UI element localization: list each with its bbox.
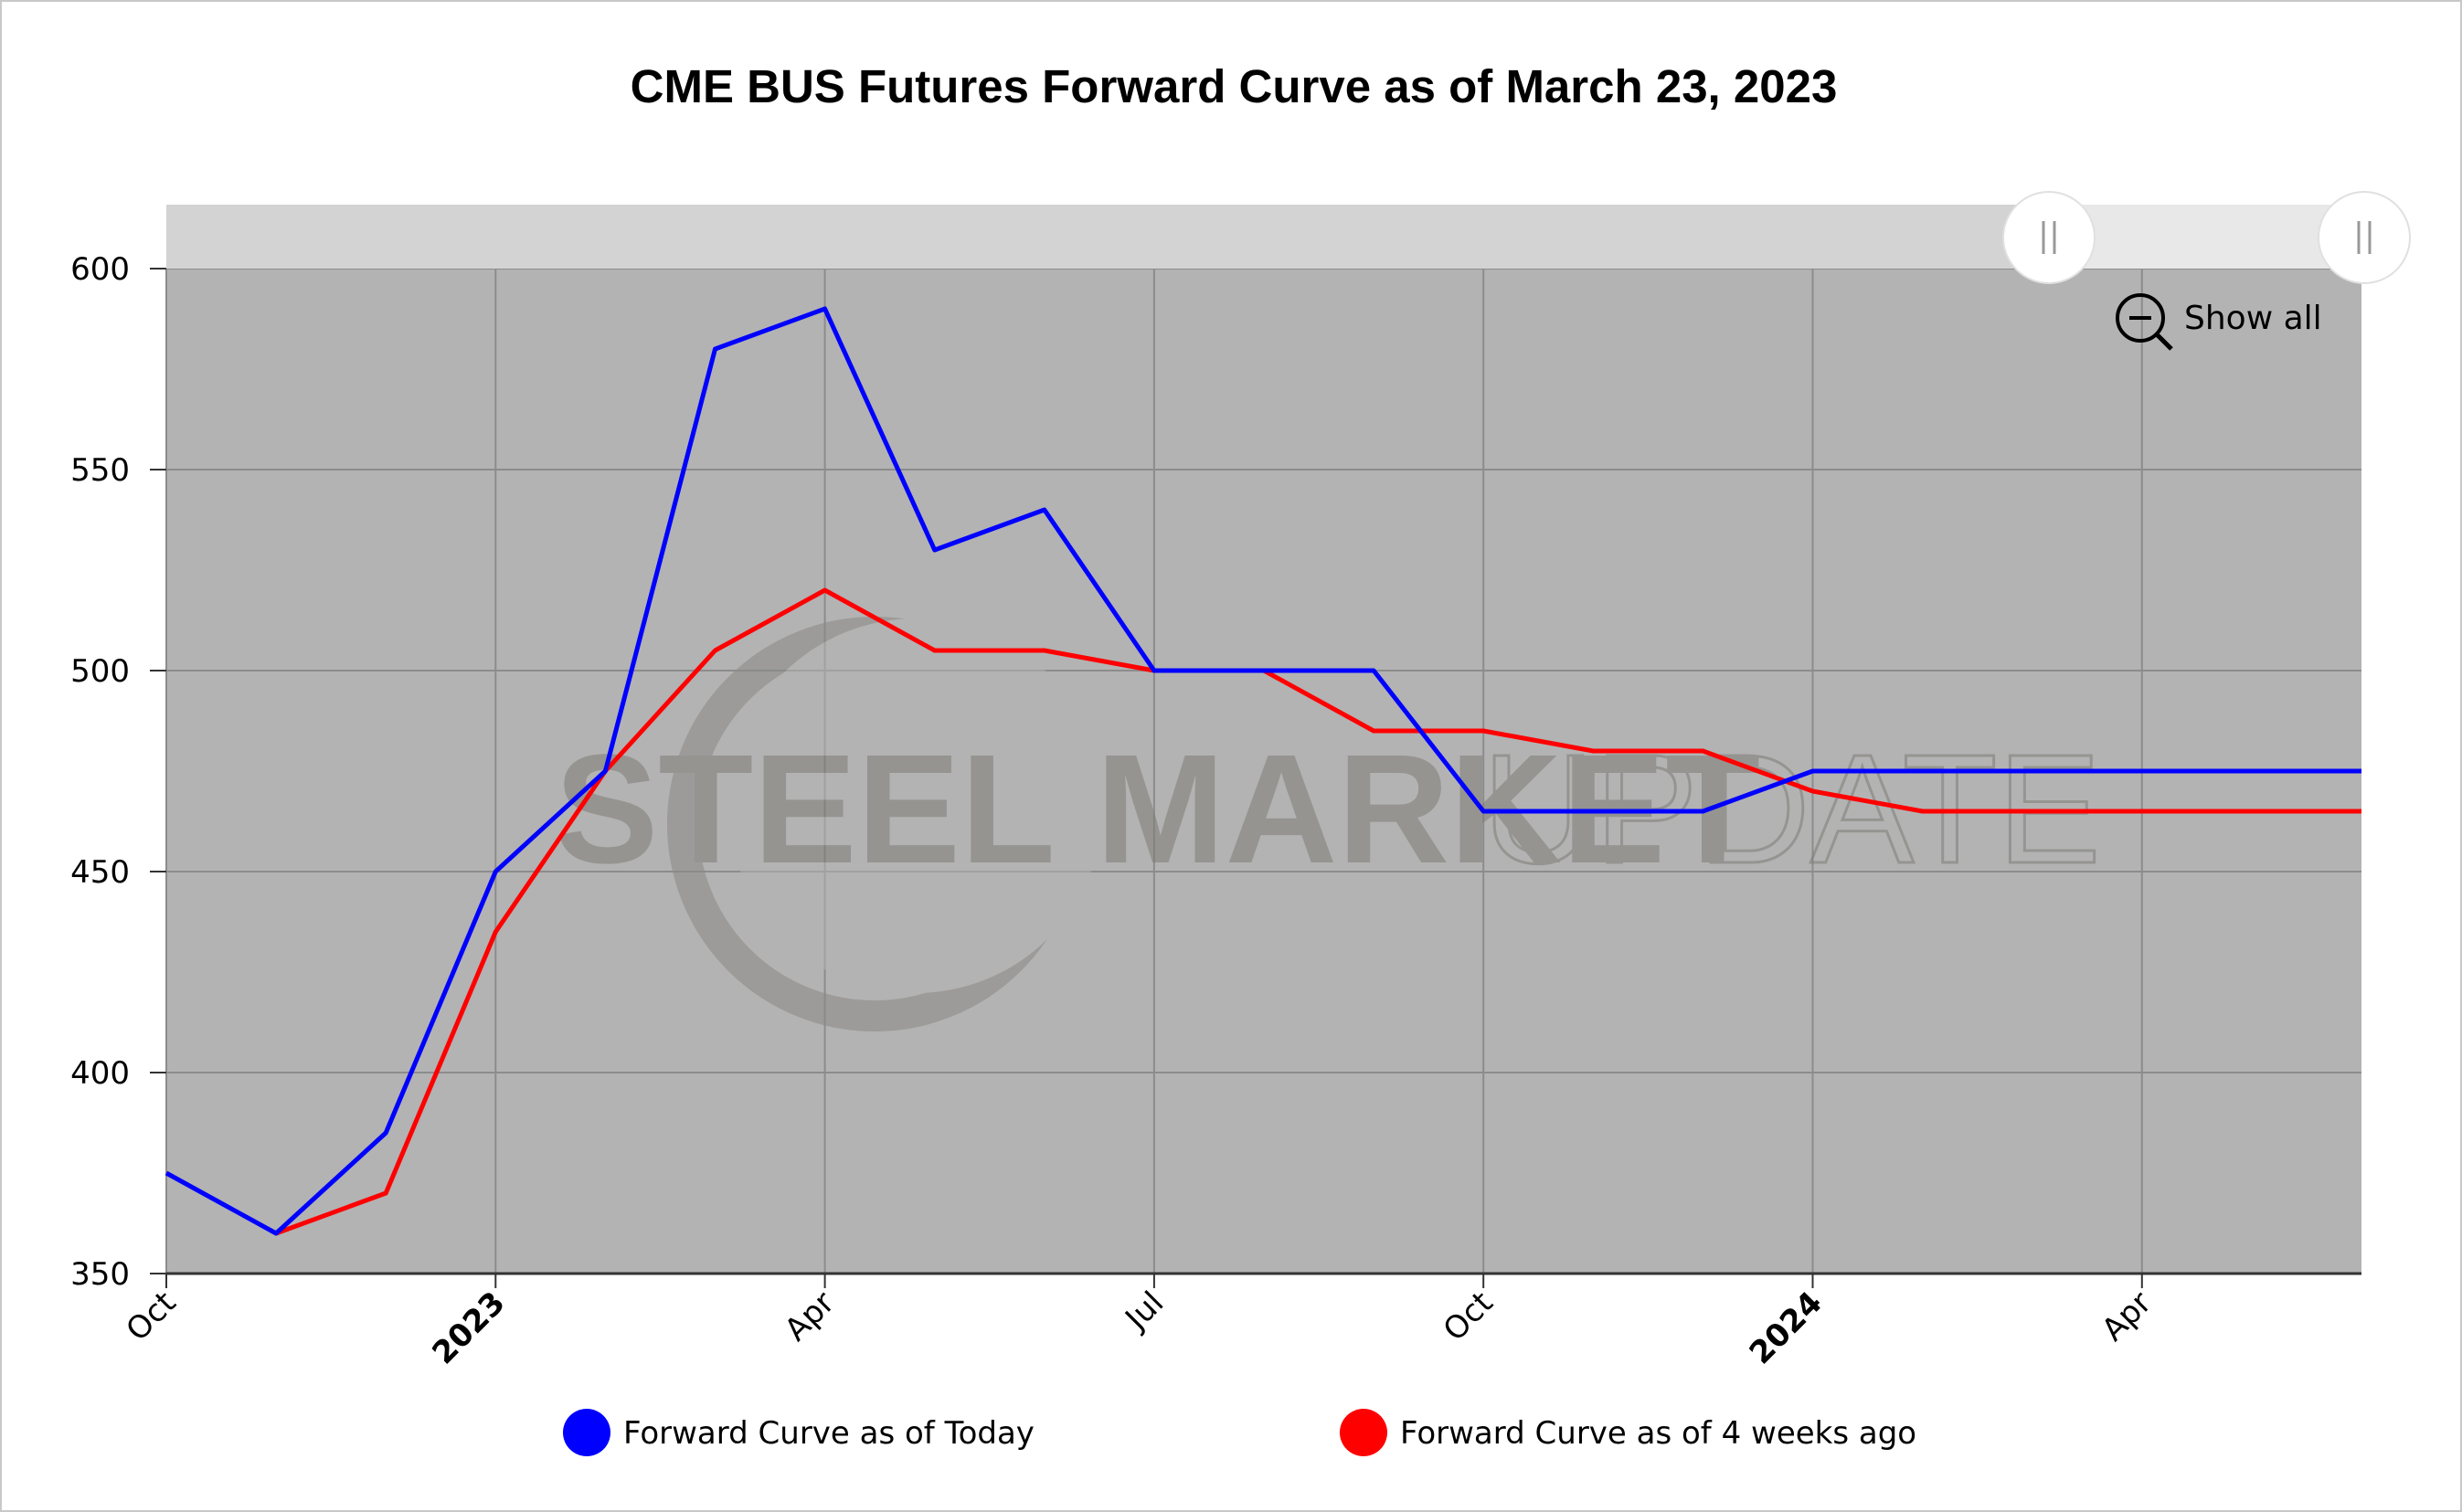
y-tick-label: 450: [70, 854, 130, 891]
legend-label: Forward Curve as of Today: [623, 1415, 1035, 1452]
legend-label: Forward Curve as of 4 weeks ago: [1400, 1415, 1916, 1452]
y-tick-label: 500: [70, 653, 130, 690]
y-tick-label: 550: [70, 452, 130, 489]
y-tick-label: 400: [70, 1055, 130, 1092]
x-tick-label: Jul: [1118, 1285, 1172, 1338]
x-tick-label: Oct: [1437, 1285, 1501, 1348]
y-axis-ticks: 350 400 450 500 550 600: [70, 251, 166, 1293]
legend-marker: [563, 1409, 610, 1456]
y-tick-label: 600: [70, 251, 130, 288]
watermark-crescent-mask: [728, 619, 1103, 993]
legend: Forward Curve as of Today Forward Curve a…: [563, 1409, 1916, 1456]
range-selector-track[interactable]: [166, 205, 2361, 269]
x-tick-label: 2023: [425, 1285, 512, 1371]
y-tick-label: 350: [70, 1256, 130, 1293]
legend-marker: [1340, 1409, 1387, 1456]
zoom-out-icon: [2116, 293, 2173, 351]
grid: [165, 268, 2361, 1274]
x-axis-ticks: Oct 2023 Apr Jul Oct 2024 Apr: [120, 1274, 2159, 1371]
range-selector-window[interactable]: [2049, 205, 2361, 269]
x-tick-label: Apr: [778, 1285, 842, 1348]
series-line-2: [275, 587, 2361, 1236]
show-all-label: Show all: [2184, 300, 2322, 337]
series-line-1: [164, 306, 2361, 1236]
show-all-button[interactable]: Show all: [2116, 293, 2322, 351]
x-tick-label: Apr: [2095, 1285, 2159, 1348]
range-handle-right[interactable]: [2318, 191, 2411, 284]
legend-item-1[interactable]: Forward Curve as of Today: [563, 1409, 1035, 1456]
x-tick-label: Oct: [120, 1285, 184, 1348]
chart-title: CME BUS Futures Forward Curve as of Marc…: [631, 60, 1838, 112]
range-handle-left[interactable]: [2002, 191, 2096, 284]
series-lines: [164, 306, 2361, 1236]
legend-item-2[interactable]: Forward Curve as of 4 weeks ago: [1340, 1409, 1916, 1456]
x-tick-label: 2024: [1743, 1285, 1830, 1371]
